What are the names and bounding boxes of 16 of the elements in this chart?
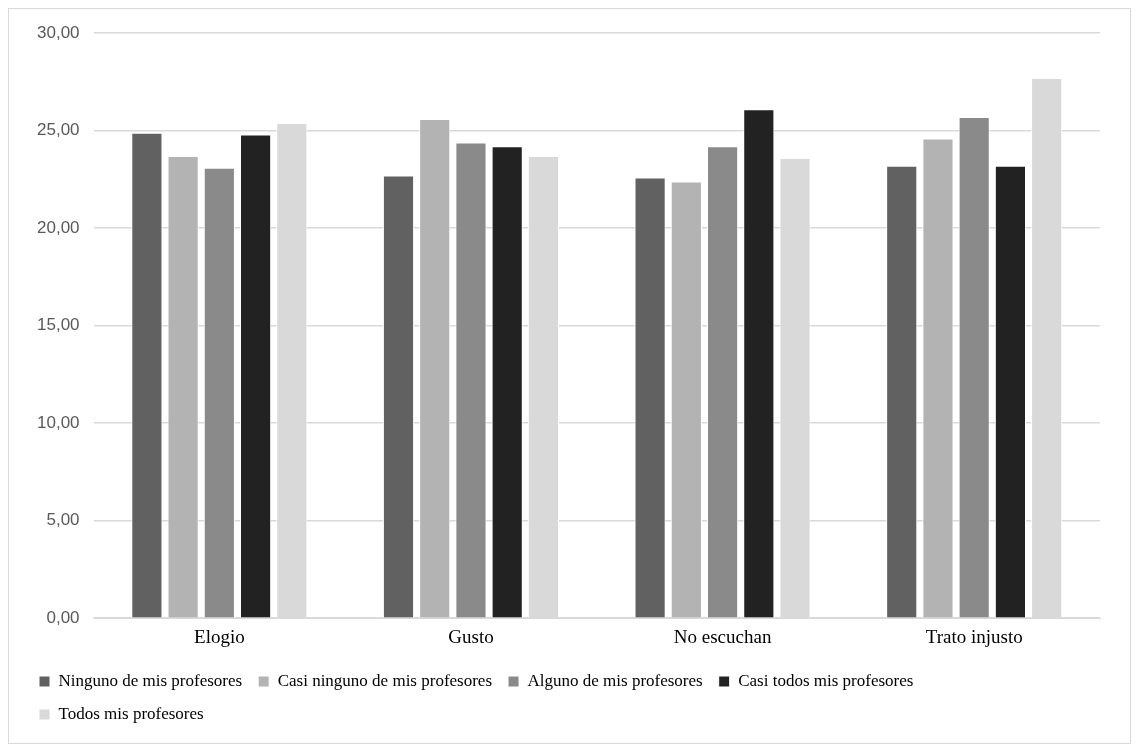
y-tick-label: 30,00: [36, 22, 80, 42]
legend-label: Alguno de mis profesores: [527, 670, 703, 690]
y-tick-label: 0,00: [46, 607, 80, 627]
y-tick-label: 15,00: [36, 315, 80, 335]
x-tick-label: Gusto: [448, 625, 494, 647]
legend-label: Casi ninguno de mis profesores: [277, 670, 493, 690]
x-tick-label: No escuchan: [673, 625, 772, 647]
x-tick-label: Trato injusto: [925, 625, 1023, 647]
y-tick-label: 20,00: [36, 217, 80, 237]
y-tick-label: 10,00: [36, 412, 80, 432]
legend-label: Todos mis profesores: [58, 703, 204, 723]
legend-label: Casi todos mis profesores: [738, 670, 914, 690]
y-tick-label: 5,00: [46, 510, 80, 530]
y-tick-label: 25,00: [36, 120, 80, 140]
x-tick-label: Elogio: [194, 625, 245, 647]
legend-label: Ninguno de mis profesores: [58, 670, 243, 690]
